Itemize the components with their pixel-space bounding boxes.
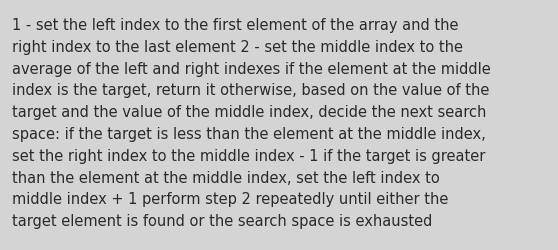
Text: average of the left and right indexes if the element at the middle: average of the left and right indexes if… — [12, 61, 490, 76]
Text: index is the target, return it otherwise, based on the value of the: index is the target, return it otherwise… — [12, 83, 489, 98]
Text: middle index + 1 perform step 2 repeatedly until either the: middle index + 1 perform step 2 repeated… — [12, 192, 449, 206]
Text: than the element at the middle index, set the left index to: than the element at the middle index, se… — [12, 170, 440, 185]
Text: target element is found or the search space is exhausted: target element is found or the search sp… — [12, 213, 432, 228]
Text: set the right index to the middle index - 1 if the target is greater: set the right index to the middle index … — [12, 148, 485, 163]
Text: target and the value of the middle index, decide the next search: target and the value of the middle index… — [12, 105, 487, 120]
Text: right index to the last element 2 - set the middle index to the: right index to the last element 2 - set … — [12, 40, 463, 54]
Text: space: if the target is less than the element at the middle index,: space: if the target is less than the el… — [12, 126, 486, 142]
Text: 1 - set the left index to the first element of the array and the: 1 - set the left index to the first elem… — [12, 18, 459, 33]
